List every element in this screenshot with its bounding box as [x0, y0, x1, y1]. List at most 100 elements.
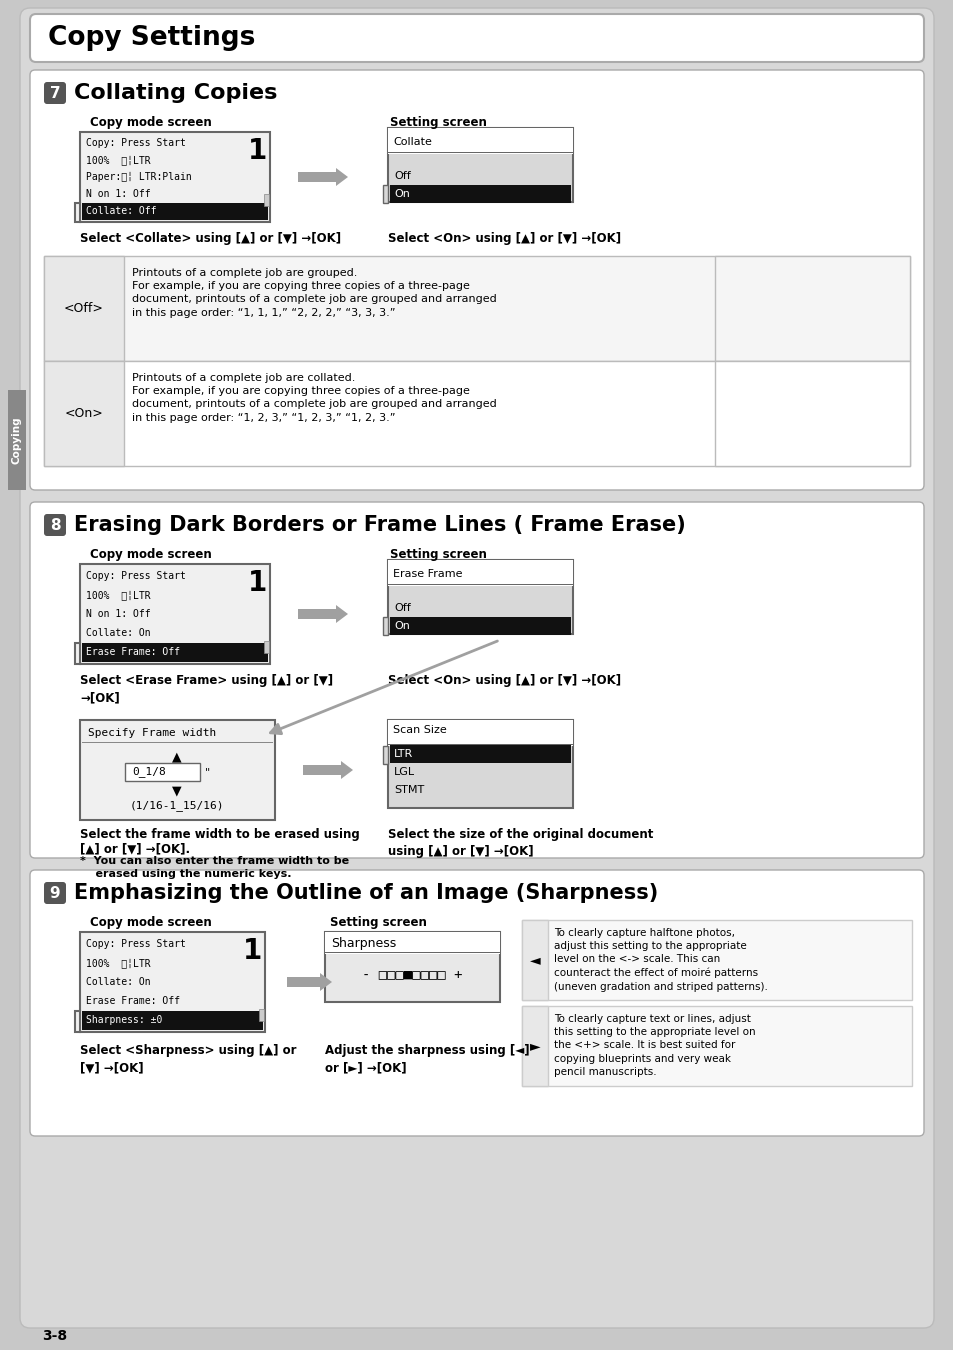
Bar [390, 617, 571, 634]
Text: Collate: Collate [393, 136, 432, 147]
Text: On: On [394, 189, 410, 198]
Text: Select <Sharpness> using [▲] or
[▼] →[OK]: Select <Sharpness> using [▲] or [▼] →[OK… [80, 1044, 296, 1075]
Bar [264, 641, 269, 653]
Bar [521, 1006, 911, 1085]
FancyBboxPatch shape [44, 882, 66, 905]
Text: 7: 7 [50, 85, 60, 100]
Text: Copying: Copying [12, 416, 22, 464]
Bar [44, 360, 909, 466]
Text: Setting screen: Setting screen [330, 917, 426, 929]
Text: On: On [394, 621, 410, 630]
Text: STMT: STMT [394, 784, 424, 795]
Bar [714, 256, 909, 360]
Text: Sharpness: Sharpness [331, 937, 395, 950]
Text: 1: 1 [248, 568, 267, 597]
Text: ◄: ◄ [529, 953, 539, 967]
Bar [325, 931, 499, 1002]
Bar [388, 720, 573, 809]
FancyBboxPatch shape [30, 70, 923, 490]
Bar [75, 1011, 80, 1031]
Bar [8, 390, 26, 490]
Text: Printouts of a complete job are collated.
For example, if you are copying three : Printouts of a complete job are collated… [132, 373, 497, 423]
Text: ▲: ▲ [172, 751, 182, 763]
Text: Setting screen: Setting screen [390, 548, 486, 562]
Text: Scan Size: Scan Size [393, 725, 446, 734]
Text: Select the frame width to be erased using: Select the frame width to be erased usin… [80, 828, 359, 841]
Text: Collate: Off: Collate: Off [86, 207, 156, 216]
Bar [382, 185, 388, 202]
Text: 100%  ①╎LTR: 100% ①╎LTR [86, 957, 151, 968]
FancyBboxPatch shape [20, 8, 933, 1328]
Bar [75, 643, 80, 664]
Text: 100%  ①╎LTR: 100% ①╎LTR [86, 590, 151, 599]
Text: Erase Frame: Erase Frame [393, 568, 462, 579]
Text: Collate: On: Collate: On [86, 628, 151, 639]
Bar [75, 202, 80, 221]
Bar [382, 747, 388, 764]
Bar [521, 1006, 547, 1085]
Text: To clearly capture text or lines, adjust
this setting to the appropriate level o: To clearly capture text or lines, adjust… [554, 1014, 755, 1077]
Text: 3-8: 3-8 [42, 1328, 67, 1343]
Bar [44, 256, 124, 360]
FancyBboxPatch shape [30, 502, 923, 859]
Text: Select <Collate> using [▲] or [▼] →[OK]: Select <Collate> using [▲] or [▼] →[OK] [80, 232, 341, 244]
FancyArrow shape [287, 973, 332, 991]
Text: *  You can also enter the frame width to be
    erased using the numeric keys.: * You can also enter the frame width to … [80, 856, 349, 879]
Text: Erase Frame: Off: Erase Frame: Off [86, 996, 180, 1006]
Text: ▼: ▼ [172, 784, 182, 796]
Bar [82, 202, 268, 220]
Bar [388, 560, 573, 634]
Bar [258, 1008, 264, 1021]
Text: Specify Frame width: Specify Frame width [88, 728, 216, 738]
Text: 100%  ①╎LTR: 100% ①╎LTR [86, 155, 151, 165]
Text: Copy mode screen: Copy mode screen [90, 548, 212, 562]
Text: [▲] or [▼] →[OK].: [▲] or [▼] →[OK]. [80, 842, 190, 855]
FancyArrow shape [297, 167, 348, 186]
Bar [80, 720, 274, 819]
Text: Adjust the sharpness using [◄]
or [►] →[OK]: Adjust the sharpness using [◄] or [►] →[… [325, 1044, 529, 1075]
Bar [82, 1011, 263, 1030]
Text: 1: 1 [248, 136, 267, 165]
Text: 9: 9 [50, 886, 60, 900]
FancyArrow shape [303, 761, 353, 779]
Text: Copy mode screen: Copy mode screen [90, 116, 212, 130]
FancyBboxPatch shape [44, 514, 66, 536]
Bar [80, 132, 270, 221]
Text: ►: ► [529, 1040, 539, 1053]
Text: Select <Erase Frame> using [▲] or [▼]
→[OK]: Select <Erase Frame> using [▲] or [▼] →[… [80, 674, 333, 703]
Bar [80, 564, 270, 664]
FancyBboxPatch shape [30, 14, 923, 62]
Text: Erasing Dark Borders or Frame Lines ( Frame Erase): Erasing Dark Borders or Frame Lines ( Fr… [74, 514, 685, 535]
Bar [521, 919, 911, 1000]
Text: N on 1: Off: N on 1: Off [86, 609, 151, 620]
Bar [44, 360, 124, 466]
Text: 8: 8 [50, 517, 60, 532]
Text: Copy: Press Start: Copy: Press Start [86, 938, 186, 949]
Text: Printouts of a complete job are grouped.
For example, if you are copying three c: Printouts of a complete job are grouped.… [132, 269, 497, 317]
Text: Copy: Press Start: Copy: Press Start [86, 571, 186, 580]
Text: - □□□■□□□□ +: - □□□■□□□□ + [361, 967, 462, 981]
Text: Setting screen: Setting screen [390, 116, 486, 130]
Bar [388, 128, 573, 202]
Text: Collating Copies: Collating Copies [74, 82, 277, 103]
FancyBboxPatch shape [30, 869, 923, 1135]
Text: Select <On> using [▲] or [▼] →[OK]: Select <On> using [▲] or [▼] →[OK] [388, 674, 620, 687]
Bar [264, 194, 269, 207]
Bar [80, 931, 265, 1031]
Text: <On>: <On> [65, 406, 103, 420]
Text: Select <On> using [▲] or [▼] →[OK]: Select <On> using [▲] or [▼] →[OK] [388, 232, 620, 244]
Text: 1: 1 [243, 937, 262, 965]
Text: Select the size of the original document
using [▲] or [▼] →[OK]: Select the size of the original document… [388, 828, 653, 859]
Text: Copy mode screen: Copy mode screen [90, 917, 212, 929]
Bar [388, 720, 573, 747]
Bar [521, 919, 547, 1000]
Bar [82, 643, 268, 662]
Text: LTR: LTR [394, 749, 413, 759]
Bar [125, 763, 200, 782]
Bar [382, 617, 388, 634]
Text: Paper:①╎ LTR:Plain: Paper:①╎ LTR:Plain [86, 171, 192, 182]
Text: Off: Off [394, 171, 411, 181]
Text: To clearly capture halftone photos,
adjust this setting to the appropriate
level: To clearly capture halftone photos, adju… [554, 927, 767, 991]
Text: Emphasizing the Outline of an Image (Sharpness): Emphasizing the Outline of an Image (Sha… [74, 883, 658, 903]
Text: N on 1: Off: N on 1: Off [86, 189, 151, 200]
